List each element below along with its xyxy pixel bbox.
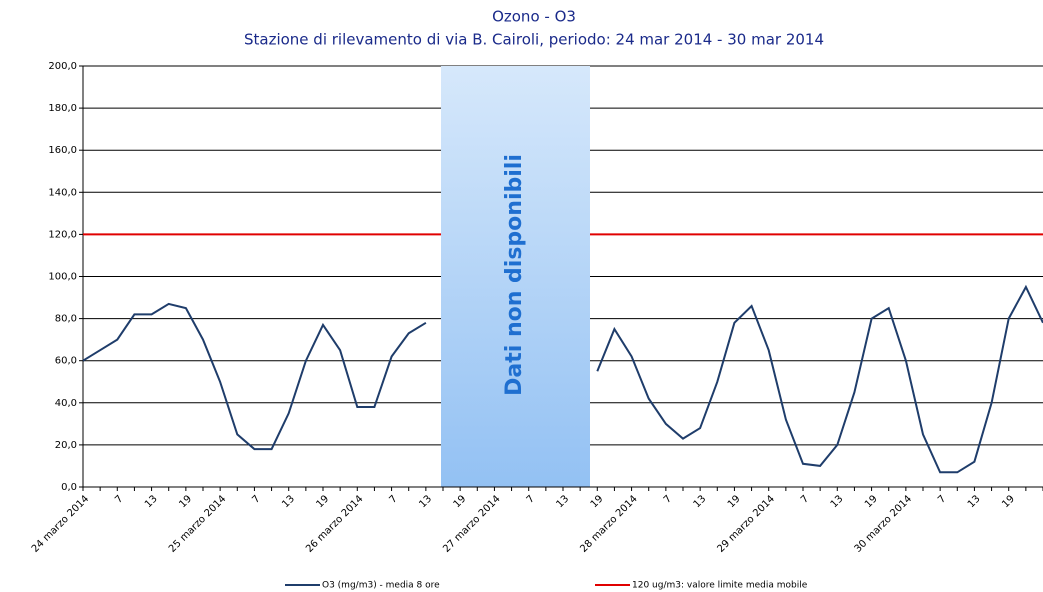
series-line [82,284,1043,474]
x-tick-label: 7 [388,493,400,505]
x-tick-label: 13 [554,493,571,510]
gap-box [441,66,590,487]
y-tick-label: 200,0 [48,61,77,72]
chart-subtitle: Stazione di rilevamento di via B. Cairol… [244,31,824,49]
y-tick-label: 20,0 [55,440,77,451]
x-tick-label: 13 [417,493,434,510]
x-tick-label: 7 [525,493,537,505]
x-tick-label: 19 [177,493,194,510]
x-tick-label: 13 [280,493,297,510]
x-tick-label: 24 marzo 2014 [30,493,91,554]
x-tick-label: 19 [863,493,880,510]
y-tick-label: 0,0 [61,482,77,493]
x-tick-label: 19 [726,493,743,510]
x-tick-label: 19 [1000,493,1017,510]
y-tick-label: 80,0 [55,314,77,325]
x-tick-label: 7 [113,493,125,505]
y-tick-label: 140,0 [48,187,77,198]
x-tick-label: 19 [314,493,331,510]
chart-title: Ozono - O3 [492,8,576,26]
y-tick-label: 40,0 [55,398,77,409]
x-tick-label: 7 [662,493,674,505]
x-tick-label: 13 [829,493,846,510]
gap-annotation: Dati non disponibili [502,154,527,396]
y-tick-label: 60,0 [55,356,77,367]
x-tick-label: 7 [936,493,948,505]
y-tick-label: 180,0 [48,103,77,114]
legend-label: 120 ug/m3: valore limite media mobile [632,581,808,591]
y-tick-label: 100,0 [48,272,77,283]
x-tick-label: 19 [589,493,606,510]
x-tick-label: 19 [452,493,469,510]
x-tick-label: 7 [799,493,811,505]
y-tick-label: 160,0 [48,145,77,156]
x-tick-label: 13 [692,493,709,510]
x-tick-label: 7 [250,493,262,505]
x-tick-label: 13 [143,493,160,510]
legend-label: O3 (mg/m3) - media 8 ore [322,581,440,591]
x-tick-label: 13 [966,493,983,510]
y-tick-label: 120,0 [48,229,77,240]
